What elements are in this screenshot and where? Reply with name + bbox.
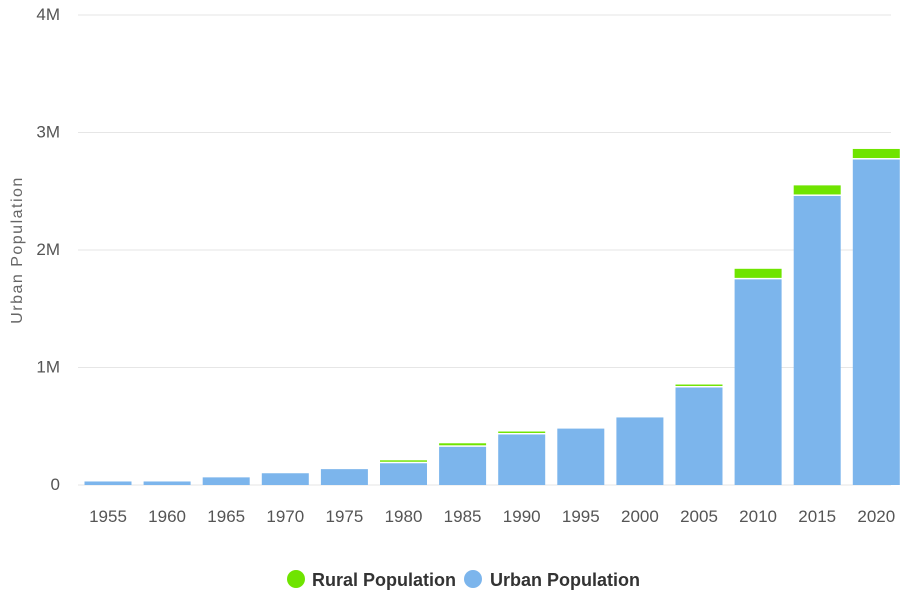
y-tick-label: 4M [36,5,60,24]
x-tick-label: 2005 [680,507,718,526]
x-tick-label: 1980 [385,507,423,526]
legend-item-urban-population[interactable]: Urban Population [464,570,640,590]
bar-urban-2015[interactable] [793,195,841,485]
bar-urban-1985[interactable] [439,446,487,485]
bar-urban-1960[interactable] [143,481,191,485]
legend-label: Rural Population [312,570,456,590]
y-axis-title: Urban Population [9,176,26,324]
x-tick-label: 1955 [89,507,127,526]
x-tick-label: 1995 [562,507,600,526]
bar-urban-1990[interactable] [498,434,546,485]
bars [84,148,900,485]
y-tick-label: 1M [36,358,60,377]
legend-label: Urban Population [490,570,640,590]
bar-urban-2020[interactable] [852,159,900,485]
x-tick-label: 1975 [325,507,363,526]
bar-urban-2000[interactable] [616,417,664,485]
bar-urban-1970[interactable] [261,473,309,485]
legend[interactable]: Rural Population Urban Population [287,570,640,590]
y-tick-label: 0 [51,475,60,494]
x-tick-label: 2010 [739,507,777,526]
bar-urban-2010[interactable] [734,279,782,485]
x-tick-label: 1965 [207,507,245,526]
bar-rural-1980[interactable] [380,460,427,462]
bar-urban-1975[interactable] [320,469,368,485]
bar-urban-1965[interactable] [202,477,250,485]
x-axis-ticks: 1955 1960 1965 1970 1975 1980 1985 1990 1995 2000… [89,507,895,526]
y-tick-label: 2M [36,240,60,259]
bar-urban-1995[interactable] [557,428,605,485]
x-tick-label: 2020 [857,507,895,526]
x-tick-label: 1960 [148,507,186,526]
bar-rural-2010[interactable] [734,268,782,278]
bar-rural-1990[interactable] [498,431,546,433]
bar-urban-2005[interactable] [675,387,723,485]
bar-rural-2020[interactable] [852,148,900,159]
bar-rural-2015[interactable] [793,185,841,195]
x-tick-label: 2000 [621,507,659,526]
x-tick-label: 1970 [266,507,304,526]
bar-urban-1980[interactable] [380,463,427,485]
legend-item-rural-population[interactable]: Rural Population [287,570,456,590]
bar-rural-2005[interactable] [675,384,723,386]
legend-marker-icon [287,570,305,588]
bar-urban-1955[interactable] [84,481,132,485]
legend-marker-icon [464,570,482,588]
y-tick-label: 3M [36,123,60,142]
x-tick-label: 1985 [444,507,482,526]
bar-rural-1985[interactable] [439,443,487,446]
y-axis-ticks: 0 1M 2M 3M 4M [36,5,60,494]
x-tick-label: 1990 [503,507,541,526]
x-tick-label: 2015 [798,507,836,526]
